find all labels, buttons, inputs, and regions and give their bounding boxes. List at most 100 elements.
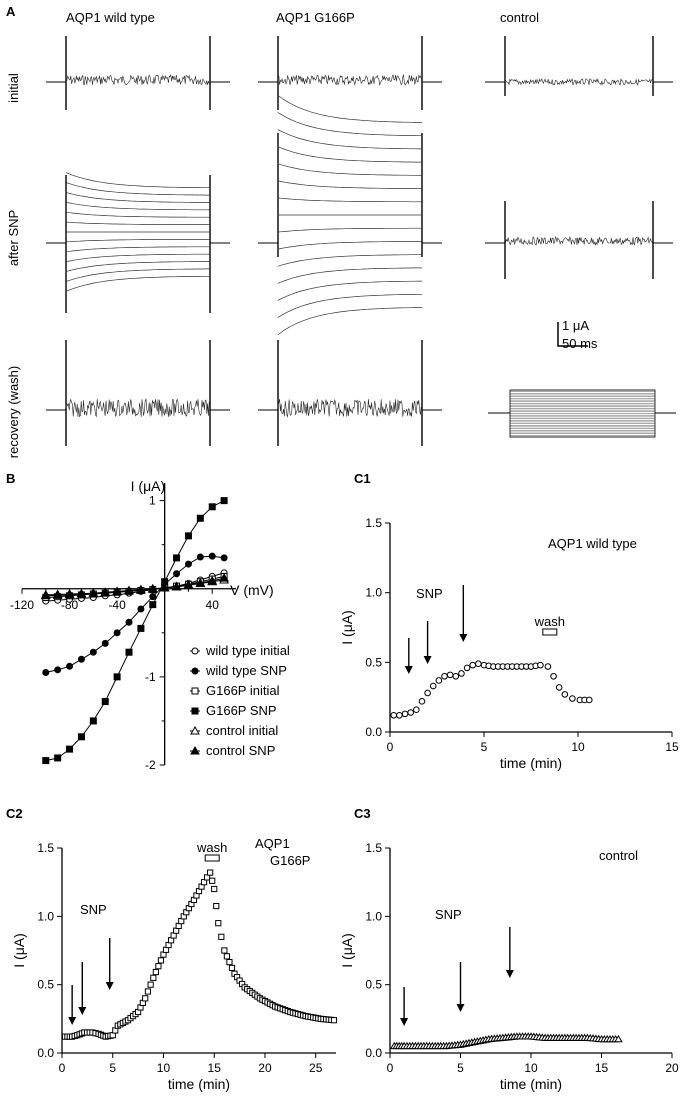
c1-point (555, 684, 563, 691)
c2-x-axis-title: time (min) (168, 1076, 230, 1092)
b-point (149, 601, 157, 609)
c2-point (215, 920, 222, 927)
c2-arrow-head-2 (105, 982, 114, 990)
trace-g166p-wash (277, 340, 423, 446)
c2-point (209, 877, 216, 884)
c1-point (561, 691, 569, 698)
c2-x-tick-label: 15 (208, 1061, 222, 1075)
b-point (136, 585, 146, 594)
c1-y-tick-label: 0.5 (365, 655, 382, 669)
b-point (195, 578, 206, 587)
trace-wt-wash (65, 340, 211, 446)
c1-point (544, 663, 552, 670)
c1-y-tick-label: 0.0 (365, 725, 382, 739)
c1-arrow-head-1 (423, 656, 432, 664)
c2-point (211, 885, 218, 893)
b-x-axis-title: V (mV) (230, 582, 274, 598)
c2-arrow-head-1 (78, 1007, 87, 1015)
b-legend-marker-0 (191, 647, 199, 655)
c3-y-tick-label: 0.5 (365, 978, 382, 992)
b-x-tick-label: 40 (206, 598, 220, 612)
trace-g166p-wash-noise (277, 398, 422, 418)
c2-point (228, 964, 236, 972)
c2-point (226, 959, 233, 966)
c1-y-tick-label: 1.0 (365, 586, 382, 600)
b-point (76, 589, 87, 598)
b-point (112, 586, 122, 596)
c2-y-tick-label: 1.5 (37, 841, 54, 855)
chart-c2-g166p-time: C2 0 5 10 15 20 25 0.0 0.5 1.0 1.5 time (min) I (μA)… (6, 806, 338, 1092)
b-point (40, 590, 51, 600)
trace-wt-snp-sweep-11 (65, 268, 210, 282)
trace-g166p-snp-sweep-2 (277, 129, 422, 150)
trace-wt-snp-sweep-3 (65, 201, 211, 211)
trace-g166p-snp-sweep-8 (277, 227, 422, 233)
c3-x-tick-label: 0 (387, 1061, 394, 1075)
b-x-tick-label: -120 (10, 598, 34, 612)
c1-x-axis-title: time (min) (500, 755, 562, 771)
c3-x-axis-title: time (min) (500, 1076, 562, 1092)
row-label-recovery-wash: recovery (wash) (6, 366, 21, 458)
trace-g166p-snp-sweep-0 (277, 95, 423, 123)
c2-y-tick-label: 1.0 (37, 909, 54, 923)
c2-x-tick-label: 20 (258, 1061, 272, 1075)
b-legend-label-2: G166P initial (206, 683, 280, 698)
b-point (184, 532, 192, 540)
c2-y-axis-title: I (μA) (11, 933, 27, 968)
c2-point (142, 995, 149, 1002)
c2-x-tick-label: 0 (59, 1061, 66, 1075)
c2-wash-label: wash (196, 840, 227, 855)
c1-point (429, 682, 437, 690)
c2-point (152, 968, 159, 976)
trace-g166p-snp-sweep-13 (277, 293, 422, 318)
b-point (208, 503, 216, 511)
panel-letter-c2: C2 (6, 806, 23, 821)
scale-time-label: 50 ms (562, 336, 598, 351)
c2-snp-label: SNP (80, 902, 107, 917)
c3-title: control (599, 848, 638, 863)
c3-point (614, 1034, 623, 1043)
trace-ctrl-snp-noise (504, 235, 654, 246)
b-point (124, 585, 134, 595)
scale-current-label: 1 μA (562, 318, 589, 333)
c1-point (585, 696, 593, 704)
c1-snp-label: SNP (416, 586, 443, 601)
c3-y-axis-title: I (μA) (339, 933, 355, 968)
c1-point (446, 671, 454, 679)
b-point (54, 754, 62, 762)
c2-wash-bar (204, 854, 220, 862)
trace-wt-snp-sweep-8 (65, 246, 210, 253)
c3-arrow-head-2 (505, 970, 514, 978)
c2-point (155, 963, 162, 970)
c2-point (144, 988, 152, 995)
trace-g166p-initial-noise (277, 73, 422, 86)
b-legend-label-1: wild type SNP (205, 663, 287, 678)
trace-g166p-snp (277, 133, 423, 257)
c1-point (407, 709, 414, 716)
panel-letter-b: B (6, 471, 15, 486)
b-point (113, 629, 121, 637)
c1-point (475, 660, 482, 668)
b-point (42, 668, 50, 676)
trace-g166p-snp-sweep-9 (277, 241, 422, 250)
protocol-box (509, 389, 656, 438)
trace-wt-initial-noise (65, 73, 210, 86)
trace-g166p-snp-sweep-12 (277, 280, 422, 301)
row-label-initial: initial (6, 73, 21, 103)
trace-ctrl-initial (504, 36, 654, 96)
c2-point (223, 953, 231, 960)
b-point (89, 717, 97, 725)
b-point (125, 648, 133, 656)
c1-title: AQP1 wild type (548, 536, 637, 551)
b-point (184, 560, 192, 568)
trace-wt-snp-sweep-1 (65, 182, 210, 196)
b-point (89, 648, 97, 656)
b-legend-marker-1 (191, 667, 199, 675)
trace-g166p-snp-sweep-14 (277, 307, 423, 335)
c1-x-tick-label: 5 (481, 740, 488, 754)
c2-point (207, 869, 214, 876)
b-y-tick-label: -1 (145, 670, 156, 684)
b-point (208, 552, 216, 560)
trace-wt-snp-sweep-4 (65, 211, 210, 218)
